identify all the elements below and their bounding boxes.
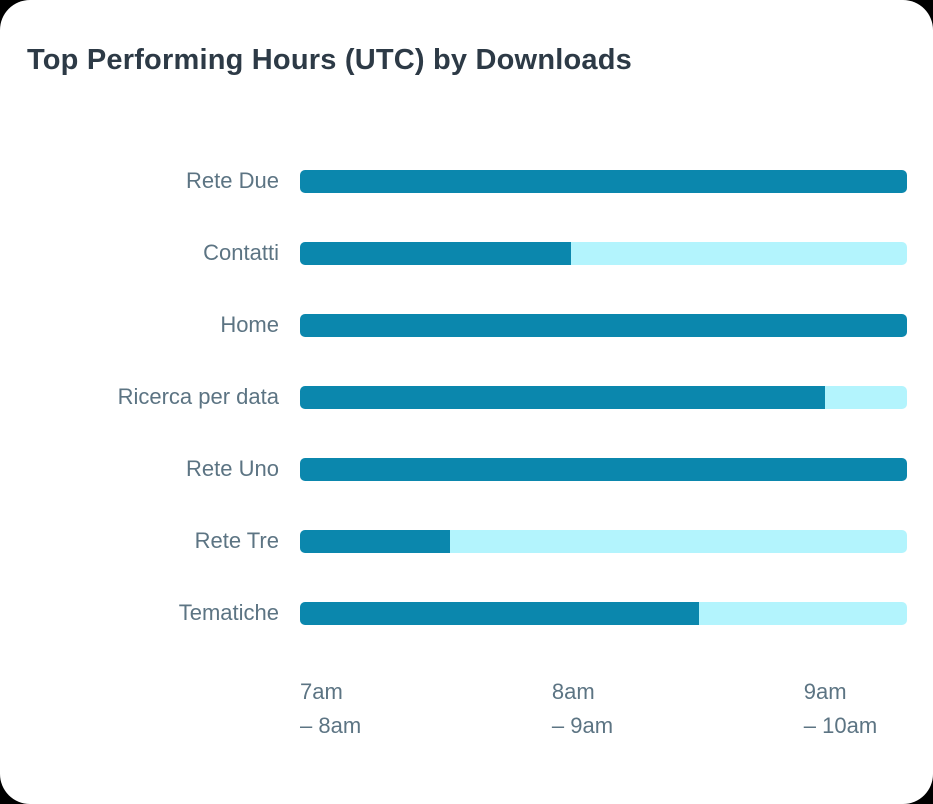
category-label: Ricerca per data xyxy=(117,384,279,409)
hour-bar[interactable] xyxy=(300,457,907,481)
hour-bar[interactable] xyxy=(300,241,907,265)
category-label: Rete Tre xyxy=(194,528,279,553)
hour-bar[interactable] xyxy=(300,529,907,553)
chart-title: Top Performing Hours (UTC) by Downloads xyxy=(27,44,632,76)
x-axis-tick-label: 7am – 8am xyxy=(300,675,361,743)
hour-bar[interactable] xyxy=(300,313,907,337)
category-label: Home xyxy=(220,312,279,337)
chart-row: Rete Uno xyxy=(0,433,907,505)
hour-bar-dark-segment[interactable] xyxy=(300,457,907,481)
tick-hour-line2: – 9am xyxy=(551,713,614,738)
chart-row: Ricerca per data xyxy=(0,361,907,433)
chart-row: Rete Due xyxy=(0,145,907,217)
hour-bar[interactable] xyxy=(300,169,907,193)
hour-bar[interactable] xyxy=(300,601,907,625)
tick-hour-line2: – 8am xyxy=(300,713,362,738)
x-axis-tick-label: 8am – 9am xyxy=(552,675,613,743)
hour-bar-dark-segment[interactable] xyxy=(300,313,907,337)
chart-row: Rete Tre xyxy=(0,505,907,577)
hour-bar-dark-segment[interactable] xyxy=(300,385,826,409)
hour-bar-dark-segment[interactable] xyxy=(300,529,450,553)
chart-row: Tematiche xyxy=(0,577,907,649)
category-label: Rete Uno xyxy=(186,456,279,481)
tick-hour-line1: 9am xyxy=(803,679,847,704)
top-hours-bar-chart: Rete Due Contatti Home Ricerca per data … xyxy=(0,145,907,765)
tick-hour-line1: 8am xyxy=(551,679,595,704)
hour-bar-dark-segment[interactable] xyxy=(300,601,699,625)
hour-bar-dark-segment[interactable] xyxy=(300,241,571,265)
chart-row: Home xyxy=(0,289,907,361)
category-label: Contatti xyxy=(203,240,279,265)
x-axis-tick-label: 9am – 10am xyxy=(804,675,877,743)
tick-hour-line1: 7am xyxy=(300,679,343,704)
tick-hour-line2: – 10am xyxy=(803,713,878,738)
bar-rows: Rete Due Contatti Home Ricerca per data … xyxy=(0,145,907,649)
category-label: Rete Due xyxy=(186,168,279,193)
chart-row: Contatti xyxy=(0,217,907,289)
x-axis: 7am – 8am 8am – 9am 9am – 10am xyxy=(300,675,907,765)
hour-bar-dark-segment[interactable] xyxy=(300,169,907,193)
category-label: Tematiche xyxy=(178,600,279,625)
hour-bar[interactable] xyxy=(300,385,907,409)
